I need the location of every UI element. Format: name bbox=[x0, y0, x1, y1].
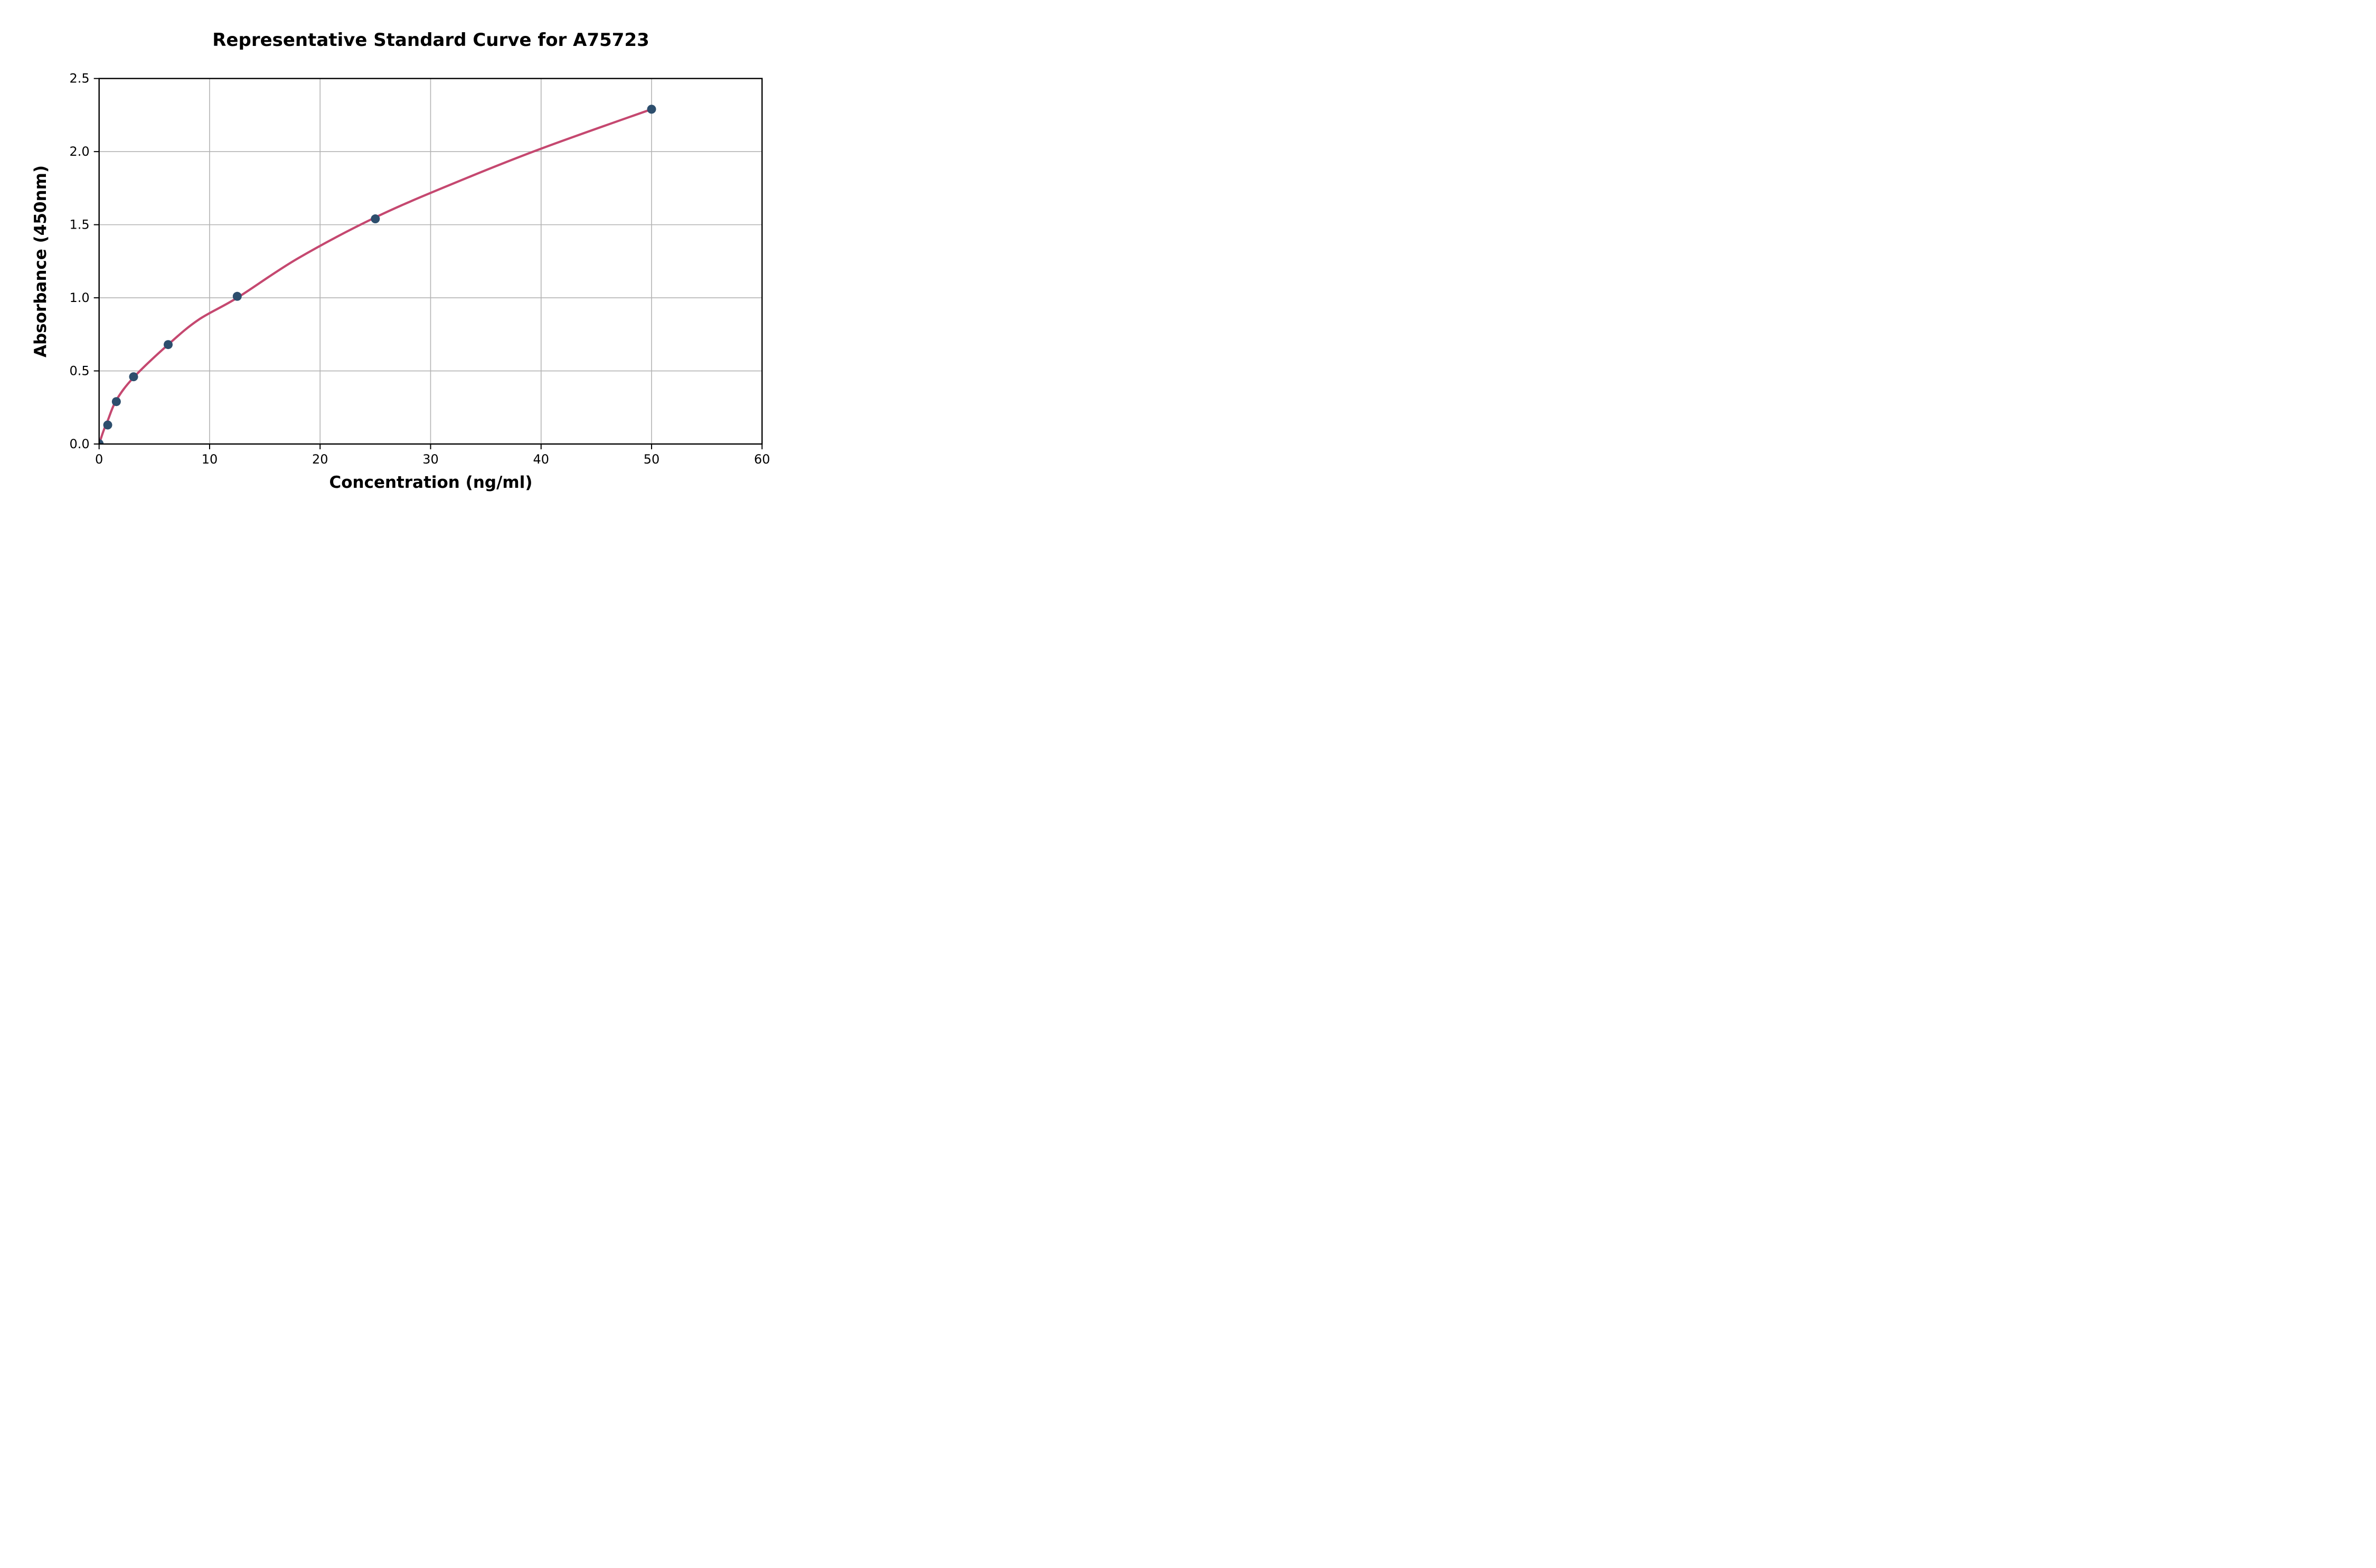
x-tick-label: 10 bbox=[202, 452, 218, 467]
data-point bbox=[232, 291, 242, 301]
y-tick-label: 0.0 bbox=[70, 437, 90, 451]
y-tick-label: 2.5 bbox=[70, 71, 90, 86]
y-tick-label: 2.0 bbox=[70, 144, 90, 159]
x-tick-label: 30 bbox=[422, 452, 439, 467]
x-tick-label: 50 bbox=[644, 452, 660, 467]
x-tick-label: 60 bbox=[754, 452, 770, 467]
data-point bbox=[371, 214, 380, 224]
data-point bbox=[163, 340, 173, 350]
plot-area: 0 10 20 30 40 50 60 0.0 0.5 1.0 1.5 2.0 2.5 bbox=[70, 71, 770, 467]
data-point bbox=[111, 397, 121, 407]
x-tick-label: 0 bbox=[95, 452, 103, 467]
data-point bbox=[129, 372, 138, 382]
standard-curve-figure: Representative Standard Curve for A75723… bbox=[0, 0, 792, 523]
chart-title: Representative Standard Curve for A75723 bbox=[212, 30, 649, 51]
fit-curve bbox=[99, 108, 652, 444]
x-axis-label: Concentration (ng/ml) bbox=[329, 473, 533, 492]
y-axis-label: Absorbance (450nm) bbox=[31, 165, 50, 358]
y-tick-label: 0.5 bbox=[70, 364, 90, 379]
x-tick-label: 20 bbox=[312, 452, 328, 467]
data-point bbox=[99, 439, 104, 444]
x-tick-label: 40 bbox=[533, 452, 549, 467]
y-tick-label: 1.5 bbox=[70, 218, 90, 232]
y-tick-label: 1.0 bbox=[70, 290, 90, 305]
data-point bbox=[647, 105, 656, 114]
data-point bbox=[103, 420, 112, 430]
